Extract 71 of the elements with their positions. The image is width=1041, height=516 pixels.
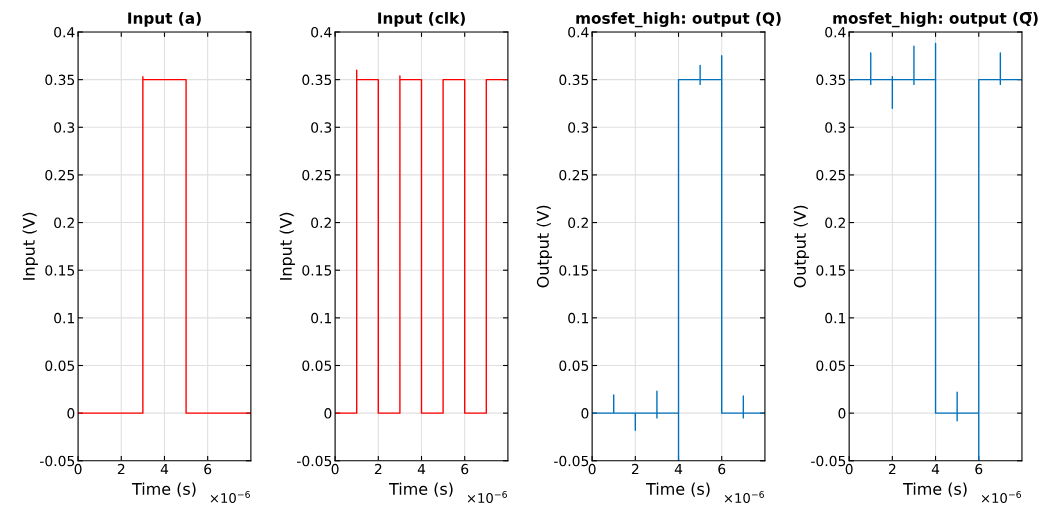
y-tick-label: 0.2 [311,217,331,229]
y-tick-label: 0.3 [568,122,589,133]
text: ×10$^{−6}$ [467,490,507,504]
y-tick-label: 0.4 [54,26,75,38]
x-tick-label: 4 [931,463,940,475]
y-tick-label: 0.35 [45,74,75,86]
y-tick-label: 0.1 [568,312,589,324]
y-tick-label: 0.05 [302,360,332,371]
x-tick-label: 2 [888,463,896,475]
x-tick-label: 4 [417,463,426,475]
y-tick-label: 0.3 [311,122,332,133]
y-tick-label: 0.4 [825,26,846,38]
y-tick-label: 0.05 [816,360,846,371]
y-tick-label: 0.2 [54,217,74,229]
y-tick-label: 0.25 [816,169,846,181]
y-tick-label: 0.4 [568,26,589,38]
line-series [849,42,1022,461]
text: ×10$^{−6}$ [210,490,250,504]
x-tick-label: 2 [374,463,382,475]
line-series [592,55,765,461]
x-axis-title: Time (s) [388,482,453,497]
y-tick-label: 0 [838,408,846,419]
y-axis-title: Input (V) [279,212,295,280]
x-tick-label: 4 [674,463,683,475]
y-tick-label: 0.3 [825,122,846,133]
x-tick-label: 2 [631,463,639,475]
text: ×10$^{−6}$ [981,490,1021,504]
y-tick-label: 0.25 [45,169,75,181]
y-tick-label: 0.15 [45,265,75,276]
y-axis-title: Output (V) [536,205,553,288]
y-tick-label: 0.25 [302,169,332,181]
y-tick-label: 0 [67,408,75,419]
y-tick-label: 0.15 [302,265,332,276]
y-axis-title: Input (V) [22,212,38,280]
text: ×10$^{−6}$ [724,490,764,504]
y-tick-label: 0.1 [54,312,75,324]
y-tick-label: 0.15 [559,265,589,276]
y-tick-label: 0.05 [45,360,75,371]
line-series [335,69,508,414]
y-tick-label: 0.1 [311,312,332,324]
chart-title: mosfet_high: output (Q̅) [833,12,1038,28]
y-axis-title: Output (V) [793,205,810,288]
x-tick-label: 2 [117,463,125,475]
y-tick-label: 0.15 [816,265,846,276]
y-tick-label: -0.05 [554,455,589,467]
x-tick-label: 6 [461,463,469,475]
y-tick-label: 0.3 [54,122,75,133]
y-tick-label: 0 [581,408,589,419]
x-axis-title: Time (s) [903,482,967,497]
y-tick-label: 0.2 [825,217,845,229]
chart-title: mosfet_high: output (Q) [576,12,781,28]
x-tick-label: 6 [204,463,212,475]
y-tick-label: 0.35 [559,74,589,86]
x-tick-label: 6 [718,463,726,475]
y-tick-label: 0 [324,408,332,419]
y-tick-label: 0.2 [568,217,588,229]
x-tick-label: 6 [975,463,983,475]
y-tick-label: 0.25 [559,169,589,181]
y-tick-label: -0.05 [297,455,332,467]
y-tick-label: 0.4 [311,26,332,38]
y-tick-label: -0.05 [811,455,846,467]
x-axis-title: Time (s) [131,482,196,497]
x-tick-label: 4 [160,463,169,475]
y-tick-label: -0.05 [40,455,75,467]
chart-title: Input (a) [128,12,201,27]
chart-title: Input (clk) [378,12,465,27]
x-axis-title: Time (s) [646,482,710,497]
y-tick-label: 0.35 [302,74,332,86]
y-tick-label: 0.35 [816,74,846,86]
y-tick-label: 0.05 [559,360,589,371]
y-tick-label: 0.1 [825,312,846,324]
